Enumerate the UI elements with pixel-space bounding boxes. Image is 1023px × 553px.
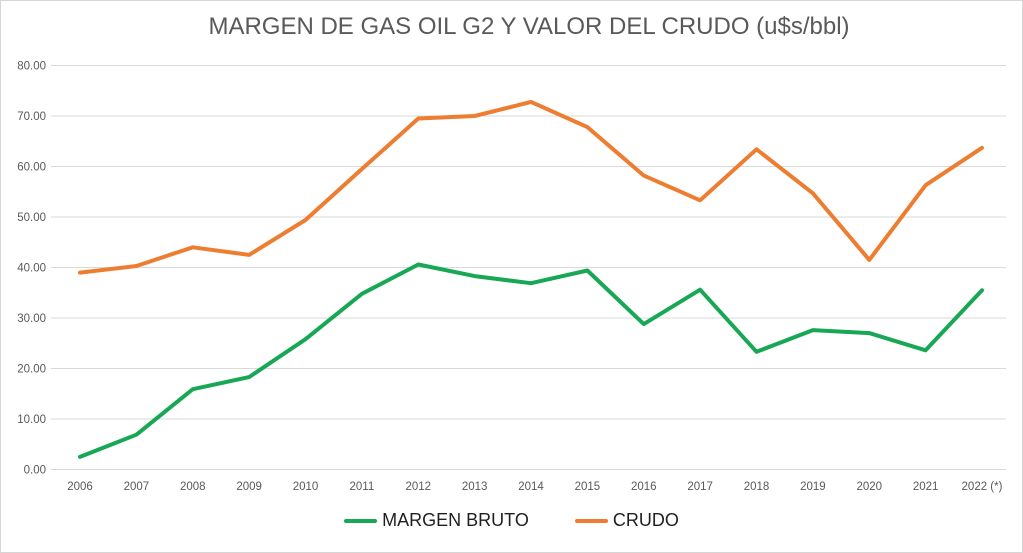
x-axis-tick-label: 2010 <box>293 481 319 493</box>
x-axis-tick-label: 2008 <box>180 481 206 493</box>
chart-title: MARGEN DE GAS OIL G2 Y VALOR DEL CRUDO (… <box>208 13 850 40</box>
x-axis-tick-label: 2016 <box>631 481 657 493</box>
x-axis-tick-label: 2015 <box>575 481 601 493</box>
x-axis-tick-label: 2013 <box>462 481 488 493</box>
x-axis-tick-label: 2012 <box>405 481 431 493</box>
y-axis-tick-label: 70.00 <box>17 111 46 123</box>
y-axis-tick-label: 30.00 <box>17 313 46 325</box>
x-axis-tick-label: 2006 <box>67 481 93 493</box>
legend-label: CRUDO <box>612 510 679 530</box>
legend-item-margen-bruto: MARGEN BRUTO <box>344 510 529 531</box>
x-axis-tick-label: 2018 <box>744 481 770 493</box>
x-axis-tick-label: 2022 (*) <box>962 481 1003 493</box>
y-axis-tick-label: 10.00 <box>17 414 46 426</box>
legend-item-crudo: CRUDO <box>574 510 679 531</box>
x-axis-tick-label: 2007 <box>124 481 150 493</box>
series-line-crudo <box>78 99 984 275</box>
x-axis-tick-label: 2017 <box>687 481 713 493</box>
y-axis-tick-label: 20.00 <box>17 364 46 376</box>
x-axis-tick-label: 2021 <box>913 481 939 493</box>
x-axis-tick-label: 2020 <box>856 481 882 493</box>
x-axis-tick-label: 2009 <box>236 481 262 493</box>
chart-legend: MARGEN BRUTO CRUDO <box>1 510 1022 531</box>
series-line-margen-bruto <box>78 262 984 459</box>
legend-swatch-icon <box>574 518 608 523</box>
x-axis-tick-label: 2019 <box>800 481 826 493</box>
x-axis-tick-label: 2011 <box>350 481 375 493</box>
y-axis-tick-label: 40.00 <box>17 263 46 275</box>
y-axis-tick-label: 80.00 <box>17 61 46 73</box>
y-axis-tick-label: 50.00 <box>17 212 46 224</box>
x-axis-tick-label: 2014 <box>518 481 544 493</box>
y-axis-tick-label: 60.00 <box>17 162 46 174</box>
legend-swatch-icon <box>344 518 378 523</box>
y-axis-tick-label: 0.00 <box>24 465 46 477</box>
legend-label: MARGEN BRUTO <box>382 510 529 530</box>
